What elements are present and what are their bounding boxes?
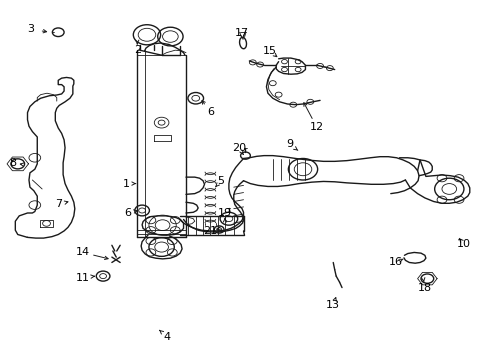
Text: 8: 8 [9,158,17,168]
Text: 13: 13 [325,300,340,310]
Text: 9: 9 [285,139,292,149]
Text: 4: 4 [163,332,171,342]
Text: 12: 12 [309,122,323,132]
Text: 6: 6 [124,208,131,218]
Text: 14: 14 [76,247,89,257]
Text: 1: 1 [123,179,130,189]
Text: 17: 17 [235,28,248,38]
Text: 19: 19 [218,208,232,218]
Text: 6: 6 [206,107,213,117]
Text: 16: 16 [388,257,402,267]
Text: 18: 18 [417,283,431,293]
Text: 7: 7 [55,199,61,210]
Text: 20: 20 [232,143,246,153]
Text: 21: 21 [203,226,217,236]
Text: 11: 11 [76,273,89,283]
Text: 10: 10 [456,239,470,249]
Text: 2: 2 [133,45,141,55]
Text: 3: 3 [27,24,34,35]
Text: 5: 5 [217,176,224,186]
Text: 15: 15 [263,46,276,56]
